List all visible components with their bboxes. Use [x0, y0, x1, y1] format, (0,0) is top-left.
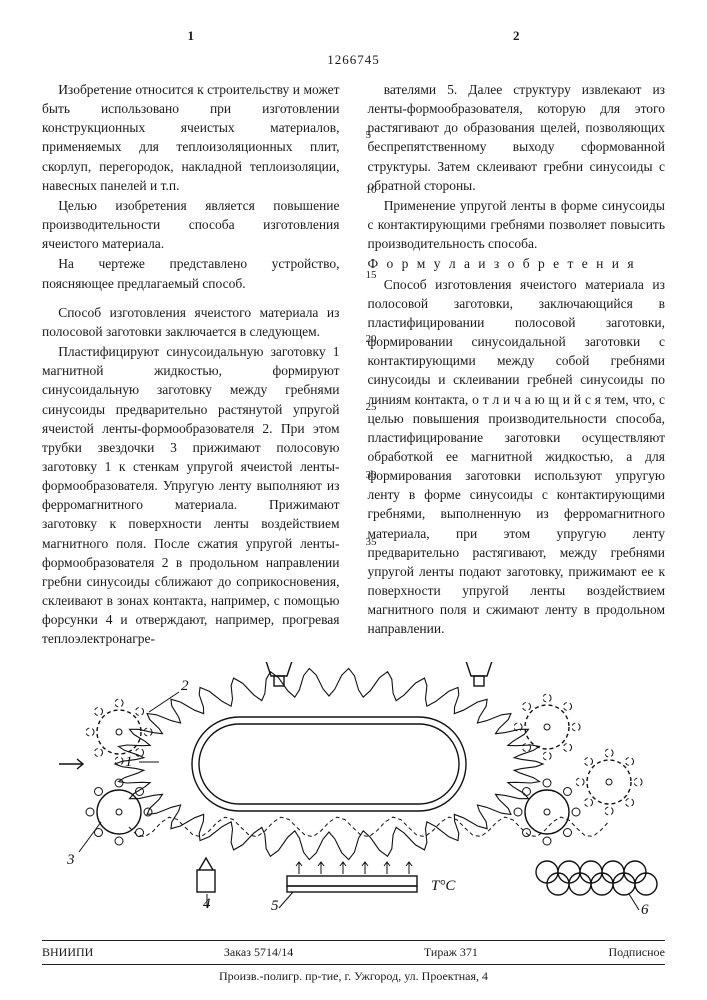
page: 1 2 1266745 Изобретение относится к стро…	[0, 0, 707, 1000]
footer-org: ВНИИПИ	[42, 945, 93, 960]
svg-text:5: 5	[271, 898, 279, 914]
svg-text:2: 2	[181, 678, 189, 694]
right-column: 5 10 15 20 25 30 35 вателями 5. Далее структур…	[368, 80, 666, 650]
line-marker: 30	[366, 468, 377, 484]
line-marker: 35	[366, 535, 377, 551]
footer-line-2: Произв.-полигр. пр-тие, г. Ужгород, ул. …	[42, 964, 665, 984]
para: Способ изготовления ячеистого материала …	[42, 303, 340, 341]
line-marker: 5	[366, 128, 372, 144]
para: Способ изготовления ячеистого материала …	[368, 275, 666, 639]
footer: ВНИИПИ Заказ 5714/14 Тираж 371 Подписное…	[42, 940, 665, 984]
svg-text:T°C: T°C	[431, 878, 456, 894]
svg-text:4: 4	[203, 896, 211, 912]
left-column: Изобретение относится к строительству и …	[42, 80, 340, 650]
col-right-header: 2	[368, 28, 666, 44]
svg-text:3: 3	[66, 852, 75, 868]
line-marker: 25	[366, 400, 377, 416]
text-columns: Изобретение относится к строительству и …	[42, 80, 665, 650]
line-marker: 15	[366, 268, 377, 284]
footer-sign: Подписное	[609, 945, 666, 960]
svg-text:1: 1	[125, 754, 133, 770]
footer-tirazh: Тираж 371	[424, 945, 478, 960]
footer-order: Заказ 5714/14	[224, 945, 293, 960]
col-left-header: 1	[42, 28, 340, 44]
svg-text:6: 6	[641, 902, 649, 914]
patent-number: 1266745	[42, 52, 665, 68]
para: Целью изобретения является повышение про…	[42, 196, 340, 253]
diagram: 2 3 4 5 T°C 6 1	[42, 662, 665, 914]
para: Изобретение относится к строительству и …	[42, 80, 340, 195]
para: вателями 5. Далее структуру извлекают из…	[368, 80, 666, 195]
line-marker: 20	[366, 332, 377, 348]
para: Применение упругой ленты в форме синусои…	[368, 196, 666, 253]
para: Пластифицируют синусоидальную заготовку …	[42, 342, 340, 649]
device-figure: 2 3 4 5 T°C 6 1	[49, 662, 659, 914]
footer-line-1: ВНИИПИ Заказ 5714/14 Тираж 371 Подписное	[42, 940, 665, 960]
para: На чертеже представлено устройство, пояс…	[42, 254, 340, 292]
line-marker: 10	[366, 183, 377, 199]
formula-heading: Ф о р м у л а и з о б р е т е н и я	[368, 254, 666, 273]
